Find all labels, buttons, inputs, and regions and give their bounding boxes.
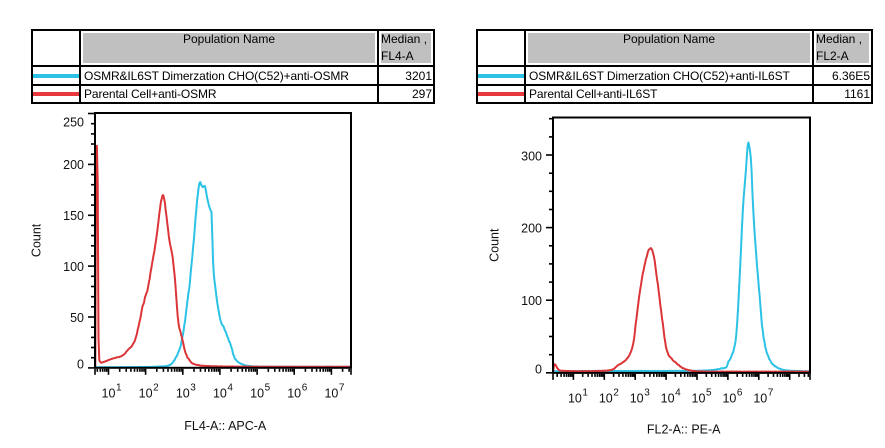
svg-text:10: 10 xyxy=(213,386,227,400)
svg-text:10: 10 xyxy=(753,391,767,405)
svg-text:6: 6 xyxy=(302,382,308,393)
svg-text:10: 10 xyxy=(599,391,613,405)
svg-text:10: 10 xyxy=(250,386,264,400)
svg-text:4: 4 xyxy=(675,387,681,398)
svg-text:10: 10 xyxy=(630,391,644,405)
svg-text:250: 250 xyxy=(63,116,84,130)
svg-text:FL4-A:: APC-A: FL4-A:: APC-A xyxy=(184,419,267,433)
svg-text:10: 10 xyxy=(139,386,153,400)
svg-text:2: 2 xyxy=(613,387,619,398)
svg-text:7: 7 xyxy=(339,382,345,393)
svg-text:0: 0 xyxy=(535,363,542,377)
svg-text:10: 10 xyxy=(722,391,736,405)
svg-text:Count: Count xyxy=(30,223,44,257)
svg-text:10: 10 xyxy=(176,386,190,400)
svg-text:10: 10 xyxy=(102,386,116,400)
svg-text:10: 10 xyxy=(287,386,301,400)
svg-text:4: 4 xyxy=(227,382,233,393)
svg-text:10: 10 xyxy=(324,386,338,400)
svg-text:150: 150 xyxy=(63,209,84,223)
svg-text:10: 10 xyxy=(568,391,582,405)
svg-text:3: 3 xyxy=(644,387,650,398)
svg-text:Count: Count xyxy=(488,228,502,262)
svg-text:6: 6 xyxy=(737,387,743,398)
svg-text:10: 10 xyxy=(692,391,706,405)
svg-text:300: 300 xyxy=(521,149,542,163)
svg-text:2: 2 xyxy=(153,382,159,393)
svg-text:50: 50 xyxy=(70,311,84,325)
svg-text:200: 200 xyxy=(521,221,542,235)
svg-text:3: 3 xyxy=(190,382,196,393)
svg-text:1: 1 xyxy=(116,382,122,393)
svg-text:100: 100 xyxy=(521,294,542,308)
svg-text:5: 5 xyxy=(706,387,712,398)
svg-text:100: 100 xyxy=(63,260,84,274)
svg-text:0: 0 xyxy=(77,358,84,372)
svg-text:10: 10 xyxy=(661,391,675,405)
svg-text:5: 5 xyxy=(265,382,271,393)
svg-text:FL2-A:: PE-A: FL2-A:: PE-A xyxy=(647,422,721,436)
svg-text:200: 200 xyxy=(63,158,84,172)
svg-text:1: 1 xyxy=(582,387,588,398)
svg-text:7: 7 xyxy=(768,387,774,398)
